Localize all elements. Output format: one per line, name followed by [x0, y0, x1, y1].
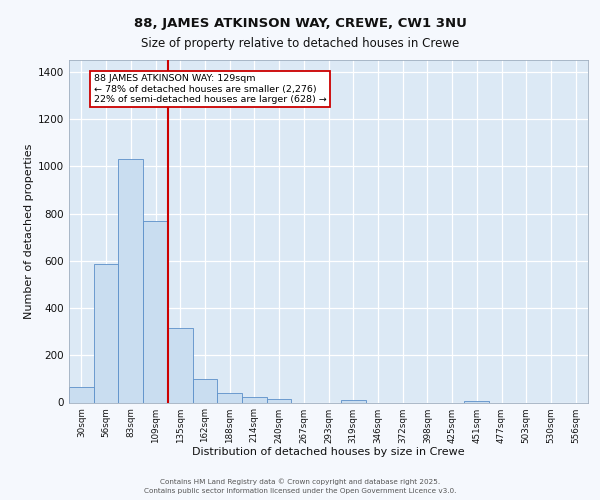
Text: Contains HM Land Registry data © Crown copyright and database right 2025.: Contains HM Land Registry data © Crown c… [160, 478, 440, 485]
Text: Size of property relative to detached houses in Crewe: Size of property relative to detached ho… [141, 38, 459, 51]
Bar [143, 220, 168, 402]
Bar [94, 264, 118, 402]
Text: Contains public sector information licensed under the Open Government Licence v3: Contains public sector information licen… [144, 488, 456, 494]
Bar [341, 400, 365, 402]
Y-axis label: Number of detached properties: Number of detached properties [24, 144, 34, 319]
X-axis label: Distribution of detached houses by size in Crewe: Distribution of detached houses by size … [192, 447, 465, 457]
Bar [118, 159, 143, 402]
Bar [464, 401, 489, 402]
Bar [242, 396, 267, 402]
Text: 88, JAMES ATKINSON WAY, CREWE, CW1 3NU: 88, JAMES ATKINSON WAY, CREWE, CW1 3NU [134, 18, 466, 30]
Bar [267, 400, 292, 402]
Bar [193, 379, 217, 402]
Text: 88 JAMES ATKINSON WAY: 129sqm
← 78% of detached houses are smaller (2,276)
22% o: 88 JAMES ATKINSON WAY: 129sqm ← 78% of d… [94, 74, 326, 104]
Bar [217, 392, 242, 402]
Bar [69, 387, 94, 402]
Bar [168, 328, 193, 402]
